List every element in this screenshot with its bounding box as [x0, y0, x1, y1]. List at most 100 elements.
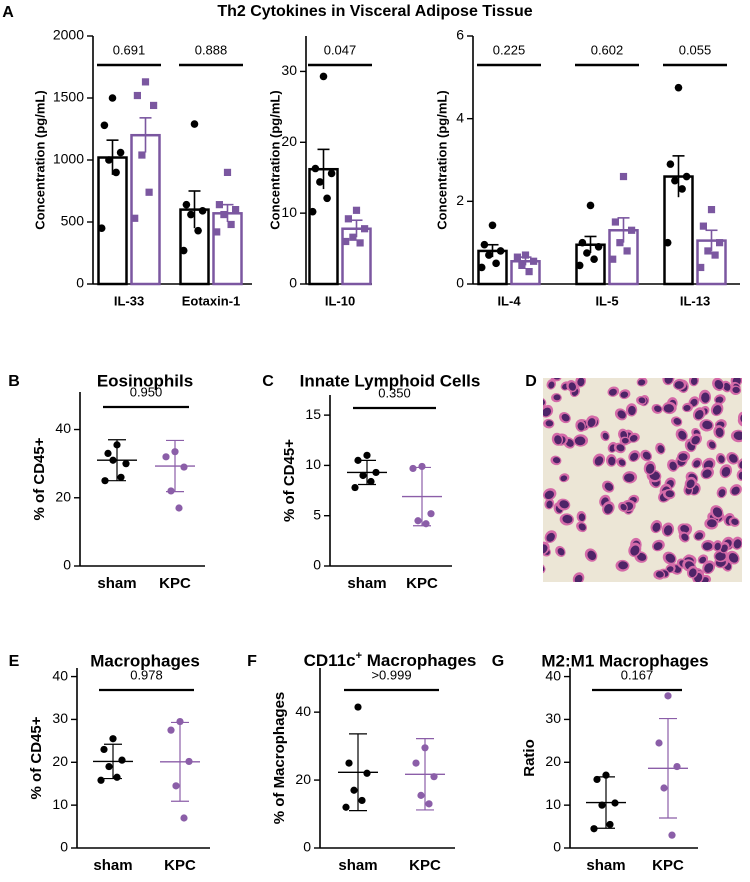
data-point [583, 249, 591, 257]
cell-nucleus [657, 445, 665, 454]
data-point [145, 188, 153, 196]
data-point [619, 172, 628, 181]
y-axis-label: % of CD45+ [31, 437, 48, 520]
y-tick-label: 10 [52, 796, 68, 812]
y-axis-label: Concentration (pg/mL) [32, 90, 47, 229]
cell-nucleus [578, 513, 586, 522]
cell-nucleus [703, 460, 714, 470]
data-point [496, 247, 505, 255]
cell-nucleus [638, 379, 646, 386]
cell-nucleus [669, 461, 677, 471]
p-value: 0.691 [113, 42, 146, 57]
data-point [356, 239, 364, 247]
cell-nucleus [664, 378, 673, 384]
cell-nucleus [544, 490, 555, 500]
cell-nucleus [663, 404, 674, 413]
y-tick-label: 40 [55, 420, 71, 436]
y-axis-label: % of CD45+ [281, 439, 298, 522]
cell-nucleus [690, 378, 698, 386]
p-value: 0.602 [591, 42, 624, 57]
y-tick-label: 20 [281, 133, 297, 149]
cell-nucleus [594, 456, 604, 466]
y-tick-label: 0 [553, 839, 561, 855]
cell-nucleus [731, 518, 739, 525]
cell-nucleus [608, 456, 616, 466]
data-point [141, 78, 150, 86]
cell-nucleus [546, 532, 555, 542]
data-point [180, 463, 188, 471]
y-tick-label: 20 [545, 753, 561, 769]
p-value: 0.950 [130, 384, 163, 399]
cell-nucleus [686, 479, 695, 489]
y-tick-label: 0 [76, 275, 84, 291]
cell-nucleus [624, 473, 635, 483]
cell-nucleus [681, 533, 689, 541]
cell-nucleus [577, 422, 585, 431]
data-point [668, 831, 676, 839]
panel-label: A [2, 4, 14, 21]
cell-nucleus [574, 574, 583, 582]
data-point [606, 820, 614, 829]
cell-nucleus [655, 571, 664, 578]
y-tick-label: 2000 [53, 27, 84, 43]
y-tick-label: 30 [281, 62, 297, 78]
data-point [172, 782, 180, 790]
data-point [655, 739, 663, 747]
cell-nucleus [673, 418, 682, 425]
cell-nucleus [678, 453, 688, 461]
y-tick-label: 20 [295, 771, 311, 787]
cell-nucleus [690, 398, 698, 407]
y-tick-label: 20 [55, 488, 71, 504]
cell-nucleus [694, 409, 704, 420]
cell-nucleus [728, 553, 739, 563]
data-point [611, 218, 619, 226]
cell-nucleus [568, 382, 576, 391]
cell-nucleus [545, 420, 554, 427]
cell-nucleus [578, 523, 586, 531]
data-point [117, 473, 125, 481]
cell-nucleus [608, 388, 617, 396]
cell-nucleus [546, 500, 553, 509]
data-point [179, 246, 188, 255]
cell-nucleus [688, 568, 697, 578]
cell-nucleus [715, 427, 724, 437]
p-value: >0.999 [371, 667, 411, 682]
cell-cytoplasm [737, 411, 742, 425]
y-tick-label: 0 [63, 557, 71, 573]
cell-cytoplasm [543, 541, 550, 555]
panel-label: E [9, 653, 20, 670]
cell-nucleus [618, 459, 626, 466]
cell-nucleus [665, 553, 676, 563]
cell-nucleus [604, 482, 614, 491]
cell-nucleus [604, 503, 613, 514]
data-point [477, 263, 486, 272]
data-point [361, 225, 369, 233]
data-point [351, 483, 359, 492]
y-tick-label: 20 [52, 753, 68, 769]
cell-nucleus [552, 457, 561, 464]
data-point [711, 251, 719, 259]
cell-nucleus [543, 544, 548, 554]
data-point [521, 251, 530, 259]
data-point [623, 247, 631, 255]
y-tick-label: 30 [52, 710, 68, 726]
data-point [674, 83, 683, 92]
chart-title: Th2 Cytokines in Visceral Adipose Tissue [217, 3, 532, 20]
title-part: + [356, 650, 362, 662]
cell-nucleus [559, 500, 569, 509]
data-point [100, 745, 108, 754]
data-point [616, 239, 624, 247]
p-value: 0.167 [621, 667, 654, 682]
data-point [699, 222, 707, 230]
data-point [150, 101, 158, 110]
y-tick-label: 0 [456, 275, 464, 291]
data-point [176, 717, 184, 726]
cell-nucleus [706, 519, 717, 528]
data-point [358, 796, 366, 805]
x-tick-label: IL-10 [325, 293, 355, 308]
cell-nucleus [694, 532, 704, 540]
cell-nucleus [629, 435, 638, 442]
y-tick-label: 0 [313, 557, 321, 573]
y-tick-label: 1000 [53, 151, 84, 167]
